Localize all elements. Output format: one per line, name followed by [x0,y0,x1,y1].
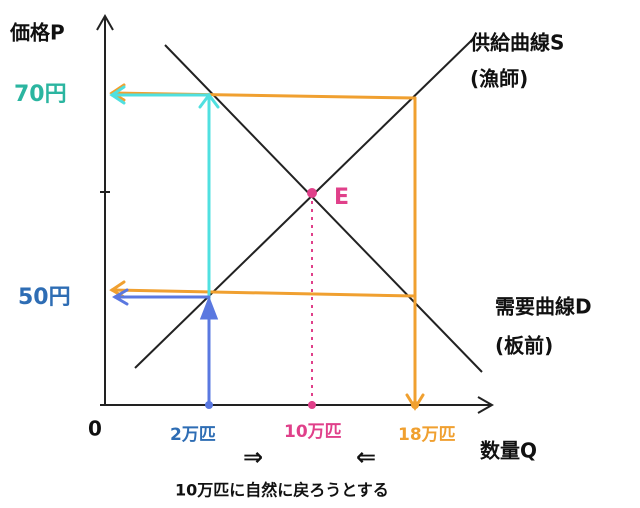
q-low-dot [205,401,213,409]
equilibrium-point [307,188,317,198]
equilibrium-label: E [334,185,349,210]
cyan-arrow [109,85,220,407]
demand-curve [164,44,483,373]
supply-sub: (漁師) [470,67,528,91]
blue-arrow [112,288,219,407]
arrow-right: ⇒ [243,443,263,471]
origin-label: 0 [88,417,102,441]
caption: 10万匹に自然に戻ろうとする [175,481,389,500]
arrow-left: ⇐ [356,443,376,471]
price-low: 50円 [18,285,71,310]
supply-curve [134,39,473,369]
supply-label: 供給曲線S [469,31,564,55]
x-axis-label: 数量Q [480,439,537,463]
q-mid-dot [308,401,316,409]
demand-sub: (板前) [495,334,553,358]
q-high-dot [411,401,419,409]
demand-label: 需要曲線D [495,295,592,319]
quantity-mid: 10万匹 [284,422,342,442]
price-high: 70円 [14,82,67,107]
quantity-low: 2万匹 [170,425,216,445]
y-axis-label: 価格P [9,21,65,45]
quantity-high: 18万匹 [398,425,456,445]
axes [96,13,495,414]
